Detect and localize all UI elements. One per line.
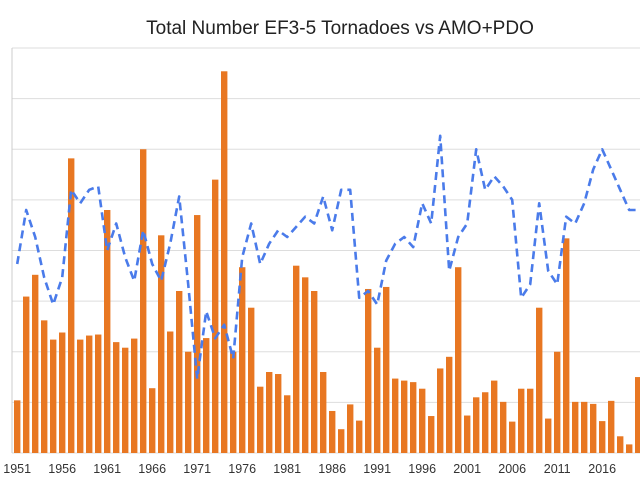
x-tick-label: 2016 [588,462,616,476]
bar-1990 [365,288,372,453]
bar-1991 [374,347,381,453]
bar-1963 [122,347,129,453]
bar-2003 [482,392,489,453]
x-tick-label: 2006 [498,462,526,476]
bar-2000 [455,267,462,453]
bar-1996 [419,388,426,453]
bar-1971 [194,215,201,453]
chart-title: Total Number EF3-5 Tornadoes vs AMO+PDO [146,18,534,39]
bar-2020 [635,377,640,453]
bar-1973 [212,179,219,453]
x-tick-label: 1961 [93,462,121,476]
x-tick-label: 1986 [318,462,346,476]
bar-1957 [68,158,75,454]
bar-1984 [311,291,318,453]
bar-1992 [383,286,390,453]
bar-1983 [302,277,309,453]
bar-1978 [257,386,264,453]
bar-2001 [464,415,471,453]
x-tick-label: 1996 [408,462,436,476]
x-tick-label: 1951 [3,462,31,476]
bar-1985 [320,372,327,453]
bar-1987 [338,429,345,453]
bar-2017 [608,400,615,453]
bar-1968 [167,331,174,453]
bar-1954 [41,320,48,453]
bar-2008 [527,388,534,453]
bar-1975 [230,351,237,453]
bar-1989 [356,420,363,453]
bar-1997 [428,416,435,453]
x-tick-label: 1976 [228,462,256,476]
bar-1958 [77,339,84,453]
bar-1974 [221,71,228,453]
bar-1986 [329,410,336,453]
x-tick-label: 1981 [273,462,301,476]
bar-1961 [104,210,111,453]
bar-1999 [446,356,453,453]
bar-1969 [176,291,183,453]
bar-2007 [518,388,525,453]
bar-1988 [347,404,354,453]
bar-1962 [113,342,120,453]
bar-2002 [473,397,480,453]
bar-1966 [149,388,156,453]
x-tick-label: 2001 [453,462,481,476]
bar-2010 [545,418,552,453]
bar-1982 [293,265,300,453]
bar-2004 [491,380,498,453]
x-tick-label: 1966 [138,462,166,476]
bar-1998 [437,368,444,453]
bar-1951 [14,400,21,453]
bar-1972 [203,338,210,453]
bar-1993 [392,378,399,453]
bar-1979 [266,372,273,453]
x-tick-label: 1956 [48,462,76,476]
bar-2016 [599,421,606,453]
bar-1977 [248,307,255,453]
bar-2009 [536,307,543,453]
x-axis-ticks: 1951 1956 1961 1966 1971 1976 1981 1986 1991 1996… [3,462,616,476]
bar-1953 [32,274,39,453]
bar-1980 [275,374,282,453]
line-series [15,134,639,381]
bar-1955 [50,339,57,453]
bar-2018 [617,436,624,453]
bar-1995 [410,382,417,453]
bar-1970 [185,351,192,453]
bar-1994 [401,380,408,453]
bar-1967 [158,235,165,453]
bar-1956 [59,332,66,453]
bar-1964 [131,338,138,453]
bar-2015 [590,403,597,453]
bar-1981 [284,395,291,453]
bar-2013 [572,401,579,453]
bar-1965 [140,149,147,453]
x-tick-label: 1971 [183,462,211,476]
bar-2014 [581,401,588,453]
bar-2011 [554,351,561,453]
bar-2005 [500,401,507,453]
x-tick-label: 1991 [363,462,391,476]
bar-1959 [86,335,93,453]
bar-2019 [626,444,633,453]
bar-2012 [563,238,570,453]
amo-pdo-line [15,134,639,381]
x-tick-label: 2011 [544,462,571,476]
bar-1952 [23,296,30,453]
bar-1960 [95,334,102,453]
bar-series [14,71,640,454]
bar-1976 [239,267,246,453]
bar-2006 [509,421,516,453]
